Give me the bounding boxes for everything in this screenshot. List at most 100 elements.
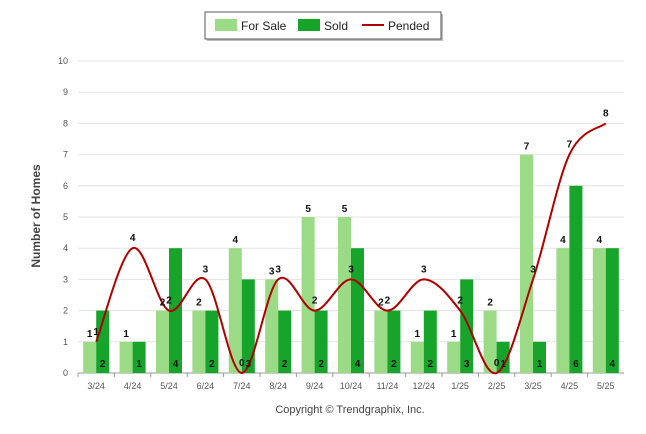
label-for-sale: 4 (233, 235, 239, 246)
y-tick-label: 4 (63, 243, 68, 253)
label-for-sale: 1 (123, 329, 129, 340)
y-tick-label: 10 (58, 56, 68, 66)
bar-sold (387, 310, 401, 373)
label-pended: 3 (275, 264, 281, 275)
y-tick-label: 2 (63, 306, 68, 316)
x-tick-label: 6/24 (197, 381, 215, 391)
bar-for-sale (483, 310, 497, 373)
x-tick-label: 5/25 (597, 381, 615, 391)
x-tick-label: 8/24 (269, 381, 287, 391)
bar-sold (169, 248, 182, 373)
label-sold: 2 (282, 359, 288, 370)
bar-sold (278, 310, 292, 373)
label-pended: 0 (494, 358, 500, 369)
label-pended: 3 (203, 264, 209, 275)
label-for-sale: 1 (87, 329, 93, 340)
label-for-sale: 5 (305, 204, 311, 215)
bar-for-sale (374, 310, 388, 373)
label-sold: 2 (209, 359, 215, 370)
y-axis-title: Number of Homes (29, 164, 43, 268)
y-tick-label: 8 (63, 118, 68, 128)
y-tick-label: 6 (63, 181, 68, 191)
x-tick-label: 9/24 (306, 381, 324, 391)
bar-sold (496, 341, 510, 373)
x-tick-label: 12/24 (413, 381, 436, 391)
bar-for-sale (83, 341, 97, 373)
y-tick-label: 5 (63, 212, 68, 222)
x-tick-label: 5/24 (160, 381, 178, 391)
label-sold: 4 (173, 359, 179, 370)
label-sold: 6 (573, 359, 579, 370)
x-tick-label: 1/25 (451, 381, 469, 391)
label-pended: 2 (312, 296, 318, 307)
bar-sold (460, 279, 474, 373)
label-sold: 2 (318, 359, 324, 370)
label-sold: 3 (246, 359, 252, 370)
bar-sold (605, 248, 619, 373)
y-axis-ticks: 0 1 2 3 4 5 6 7 8 9 10 (58, 56, 68, 378)
y-tick-label: 7 (63, 150, 68, 160)
bar-for-sale (119, 341, 133, 373)
label-sold: 2 (391, 359, 397, 370)
copyright-text: Copyright © Trendgraphix, Inc. (275, 404, 424, 416)
bar-sold (132, 341, 146, 373)
label-pended: 1 (93, 327, 99, 338)
legend-label-pended: Pended (388, 19, 429, 33)
label-sold: 4 (355, 359, 361, 370)
label-pended: 0 (239, 358, 245, 369)
label-sold: 3 (464, 359, 470, 370)
label-pended: 2 (385, 296, 391, 307)
x-tick-label: 3/25 (524, 381, 542, 391)
label-for-sale: 4 (560, 235, 566, 246)
y-tick-label: 1 (63, 337, 68, 347)
bar-sold (314, 310, 328, 373)
bar-for-sale (410, 341, 424, 373)
legend-label-for-sale: For Sale (241, 19, 287, 33)
bar-sold (241, 279, 255, 373)
y-tick-label: 0 (63, 368, 68, 378)
label-for-sale: 3 (269, 266, 275, 277)
x-tick-label: 3/24 (87, 381, 105, 391)
y-tick-label: 9 (63, 87, 68, 97)
bar-for-sale (301, 217, 315, 373)
bar-sold (569, 185, 583, 373)
legend-swatch-sold (298, 19, 320, 31)
x-axis-ticks: 3/24 4/24 5/24 6/24 7/24 8/24 9/24 10/24 11/24 12… (77, 373, 615, 391)
bar-sold (533, 341, 546, 373)
x-tick-label: 4/25 (561, 381, 579, 391)
bar-for-sale (447, 341, 461, 373)
label-for-sale: 1 (451, 329, 457, 340)
x-tick-label: 2/25 (488, 381, 506, 391)
label-for-sale: 4 (597, 235, 603, 246)
label-sold: 1 (136, 359, 142, 370)
label-for-sale: 2 (160, 298, 166, 309)
legend-label-sold: Sold (324, 19, 348, 33)
label-pended: 4 (130, 233, 136, 244)
x-tick-label: 11/24 (376, 381, 398, 391)
label-pended: 3 (348, 264, 354, 275)
pended-line (95, 122, 607, 375)
legend-swatch-for-sale (215, 19, 237, 31)
label-for-sale: 2 (196, 298, 202, 309)
label-for-sale: 7 (524, 142, 530, 153)
label-pended: 3 (421, 264, 427, 275)
label-sold: 2 (100, 359, 106, 370)
y-tick-label: 3 (63, 274, 68, 284)
label-sold: 1 (500, 359, 506, 370)
x-tick-label: 10/24 (340, 381, 363, 391)
bar-for-sale (592, 248, 606, 373)
label-for-sale: 1 (415, 329, 421, 340)
label-sold: 2 (428, 359, 434, 370)
label-for-sale: 2 (487, 298, 493, 309)
bar-for-sale (192, 310, 206, 373)
legend: For Sale Sold Pended (204, 11, 443, 41)
bar-sold (96, 310, 110, 373)
label-sold: 4 (610, 359, 616, 370)
bar-for-sale (156, 310, 169, 373)
bar-for-sale (338, 217, 351, 373)
legend-box (204, 11, 442, 40)
label-pended: 8 (603, 108, 609, 119)
bar-for-sale (228, 248, 242, 373)
bar-for-sale (520, 154, 533, 373)
